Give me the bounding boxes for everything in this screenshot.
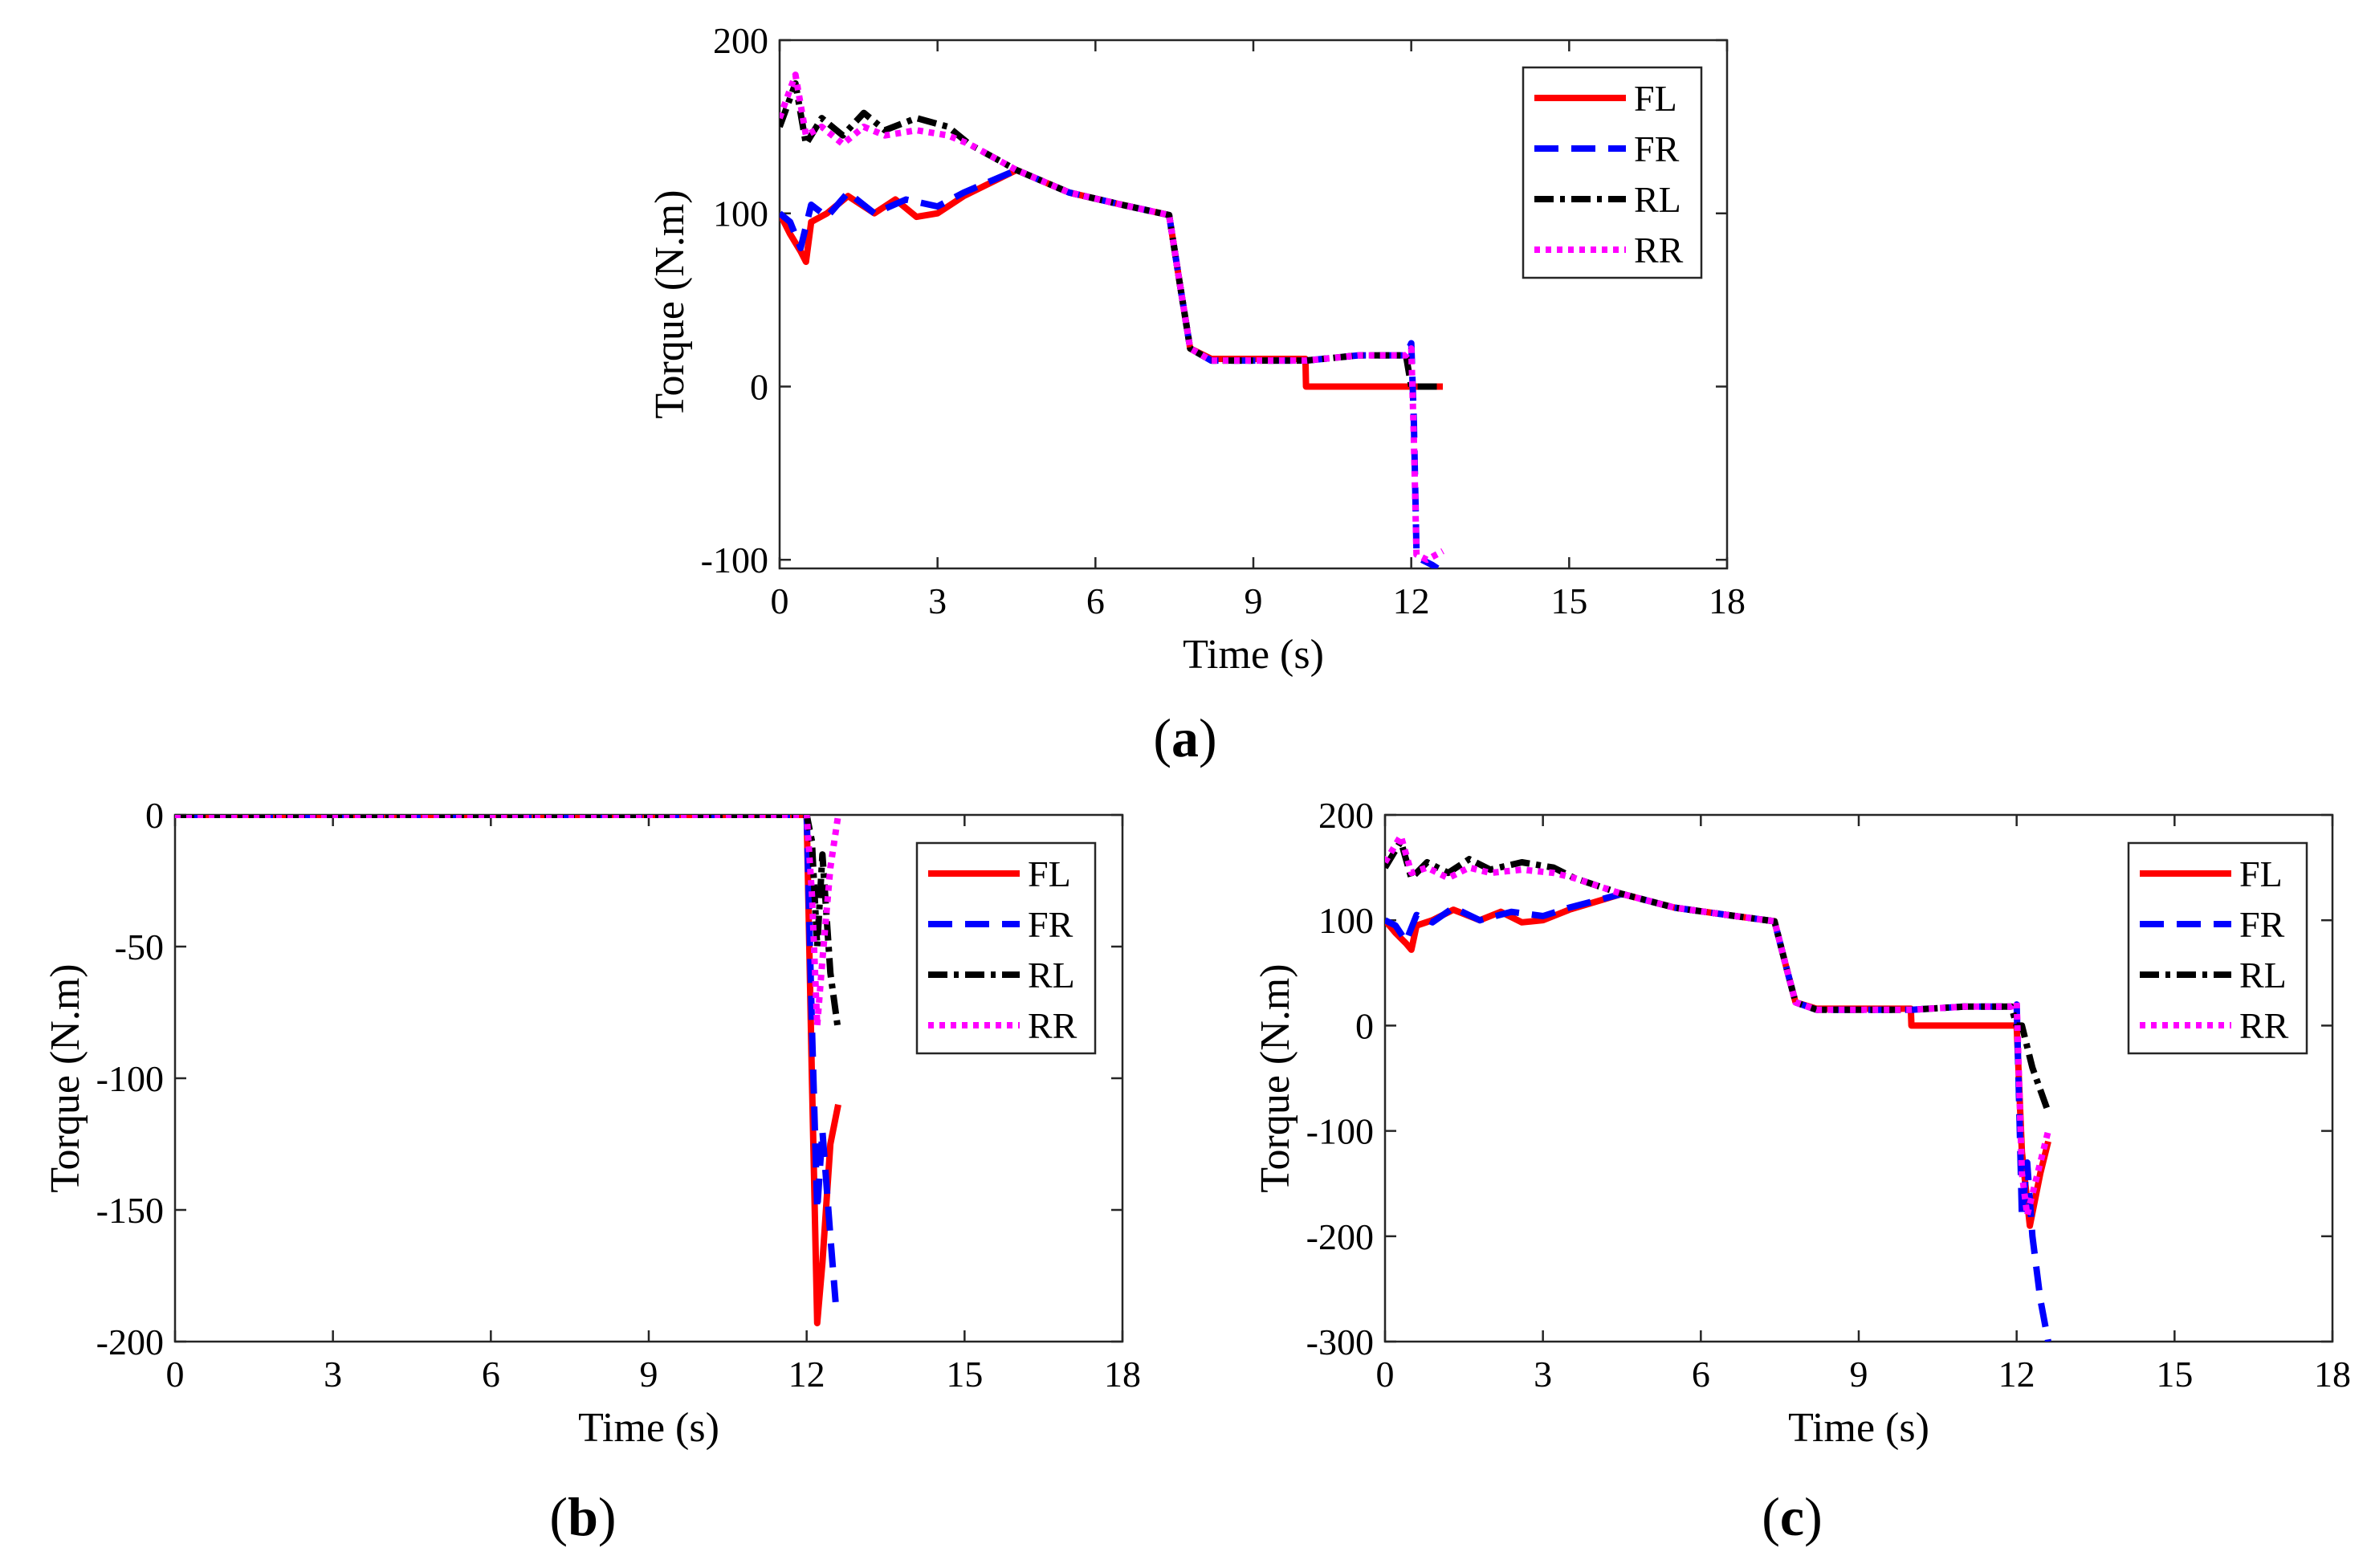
legend-label-rl: RL xyxy=(1634,179,1681,220)
x-tick-label: 12 xyxy=(1998,1354,2035,1395)
panel-c-legend: FL FR RL RR xyxy=(2127,841,2308,1055)
caption-open-paren: ( xyxy=(549,1486,568,1547)
y-tick-label: -200 xyxy=(96,1322,164,1362)
legend-label-rr: RR xyxy=(2239,1005,2289,1046)
y-tick-label: 100 xyxy=(713,193,768,234)
x-tick-label: 0 xyxy=(166,1354,185,1395)
x-axis-label: Time (s) xyxy=(1788,1405,1929,1451)
x-tick-label: 18 xyxy=(1709,580,1746,621)
x-tick-label: 15 xyxy=(2156,1354,2193,1395)
caption-open-paren: ( xyxy=(1762,1486,1780,1547)
panel-b-chart: 0 3 6 9 12 15 18 -200 -150 -100 -50 0 Time (s) Torque… xyxy=(43,795,1141,1547)
x-tick-label: 3 xyxy=(1534,1354,1552,1395)
series-rr-line xyxy=(1385,833,2051,1219)
series-rl-line xyxy=(780,79,1443,390)
legend-label-fl: FL xyxy=(2239,853,2283,894)
panel-a-legend: FL FR RL RR xyxy=(1522,66,1703,279)
panel-b-legend: FL FR RL RR xyxy=(915,841,1097,1055)
x-tick-label: 6 xyxy=(1692,1354,1710,1395)
y-axis-label: Torque (N.m) xyxy=(43,963,88,1192)
x-tick-label: 15 xyxy=(946,1354,983,1395)
y-tick-label: -150 xyxy=(96,1190,164,1231)
legend-box xyxy=(915,841,1097,1055)
caption-close-paren: ) xyxy=(598,1486,617,1547)
x-tick-label: 18 xyxy=(2314,1354,2351,1395)
y-tick-label: 200 xyxy=(713,20,768,61)
series-rl-line xyxy=(175,815,841,1032)
x-tick-label: 3 xyxy=(324,1354,342,1395)
legend-label-fr: FR xyxy=(1634,128,1680,169)
legend-label-fr: FR xyxy=(2239,904,2285,945)
panel-c-caption: (c) xyxy=(1762,1486,1823,1547)
caption-letter: b xyxy=(568,1486,598,1547)
y-tick-label: -100 xyxy=(96,1058,164,1099)
legend-label-rl: RL xyxy=(2239,955,2287,996)
x-tick-label: 15 xyxy=(1550,580,1587,621)
panel-a-caption: (a) xyxy=(1153,707,1216,768)
y-tick-label: 200 xyxy=(1318,795,1374,836)
caption-letter: c xyxy=(1780,1486,1804,1547)
legend-label-fl: FL xyxy=(1028,853,1071,894)
legend-label-fl: FL xyxy=(1634,78,1677,119)
legend-label-rl: RL xyxy=(1028,955,1075,996)
y-tick-label: -50 xyxy=(115,927,164,967)
y-tick-label: 0 xyxy=(1355,1005,1374,1046)
y-tick-label: 100 xyxy=(1318,900,1374,941)
x-tick-label: 0 xyxy=(771,580,789,621)
x-tick-label: 9 xyxy=(1850,1354,1868,1395)
caption-letter: a xyxy=(1171,707,1199,768)
caption-close-paren: ) xyxy=(1199,707,1217,768)
legend-label-rr: RR xyxy=(1028,1005,1078,1046)
x-tick-label: 0 xyxy=(1376,1354,1395,1395)
y-axis-label: Torque (N.m) xyxy=(647,189,693,418)
y-tick-label: -100 xyxy=(701,540,768,580)
series-fr-line xyxy=(1385,890,2051,1342)
x-tick-label: 12 xyxy=(1393,580,1430,621)
series-fl-line xyxy=(175,815,841,1326)
caption-close-paren: ) xyxy=(1804,1486,1823,1547)
y-tick-label: 0 xyxy=(750,366,768,407)
y-tick-label: 0 xyxy=(145,795,164,836)
y-tick-label: -300 xyxy=(1306,1322,1374,1362)
series-rr-line xyxy=(175,815,841,1029)
panel-b-caption: (b) xyxy=(549,1486,616,1547)
caption-open-paren: ( xyxy=(1153,707,1171,768)
x-tick-label: 9 xyxy=(1245,580,1263,621)
x-tick-label: 18 xyxy=(1104,1354,1141,1395)
x-tick-label: 3 xyxy=(928,580,947,621)
x-tick-label: 12 xyxy=(788,1354,825,1395)
panel-c-chart: 0 3 6 9 12 15 18 -300 -200 -100 0 100 200 Time (s) Tor… xyxy=(1253,795,2351,1547)
legend-label-rr: RR xyxy=(1634,230,1684,271)
legend-label-fr: FR xyxy=(1028,904,1073,945)
series-rr-line xyxy=(780,71,1444,564)
legend-box xyxy=(1522,66,1703,279)
legend-box xyxy=(2127,841,2308,1055)
x-axis-label: Time (s) xyxy=(1183,632,1324,678)
series-fl-line xyxy=(1385,890,2051,1229)
x-tick-label: 6 xyxy=(482,1354,500,1395)
y-axis-label: Torque (N.m) xyxy=(1253,963,1298,1192)
x-tick-label: 6 xyxy=(1086,580,1105,621)
x-tick-label: 9 xyxy=(640,1354,658,1395)
x-axis-label: Time (s) xyxy=(578,1405,719,1451)
y-tick-label: -100 xyxy=(1306,1111,1374,1152)
y-tick-label: -200 xyxy=(1306,1216,1374,1257)
